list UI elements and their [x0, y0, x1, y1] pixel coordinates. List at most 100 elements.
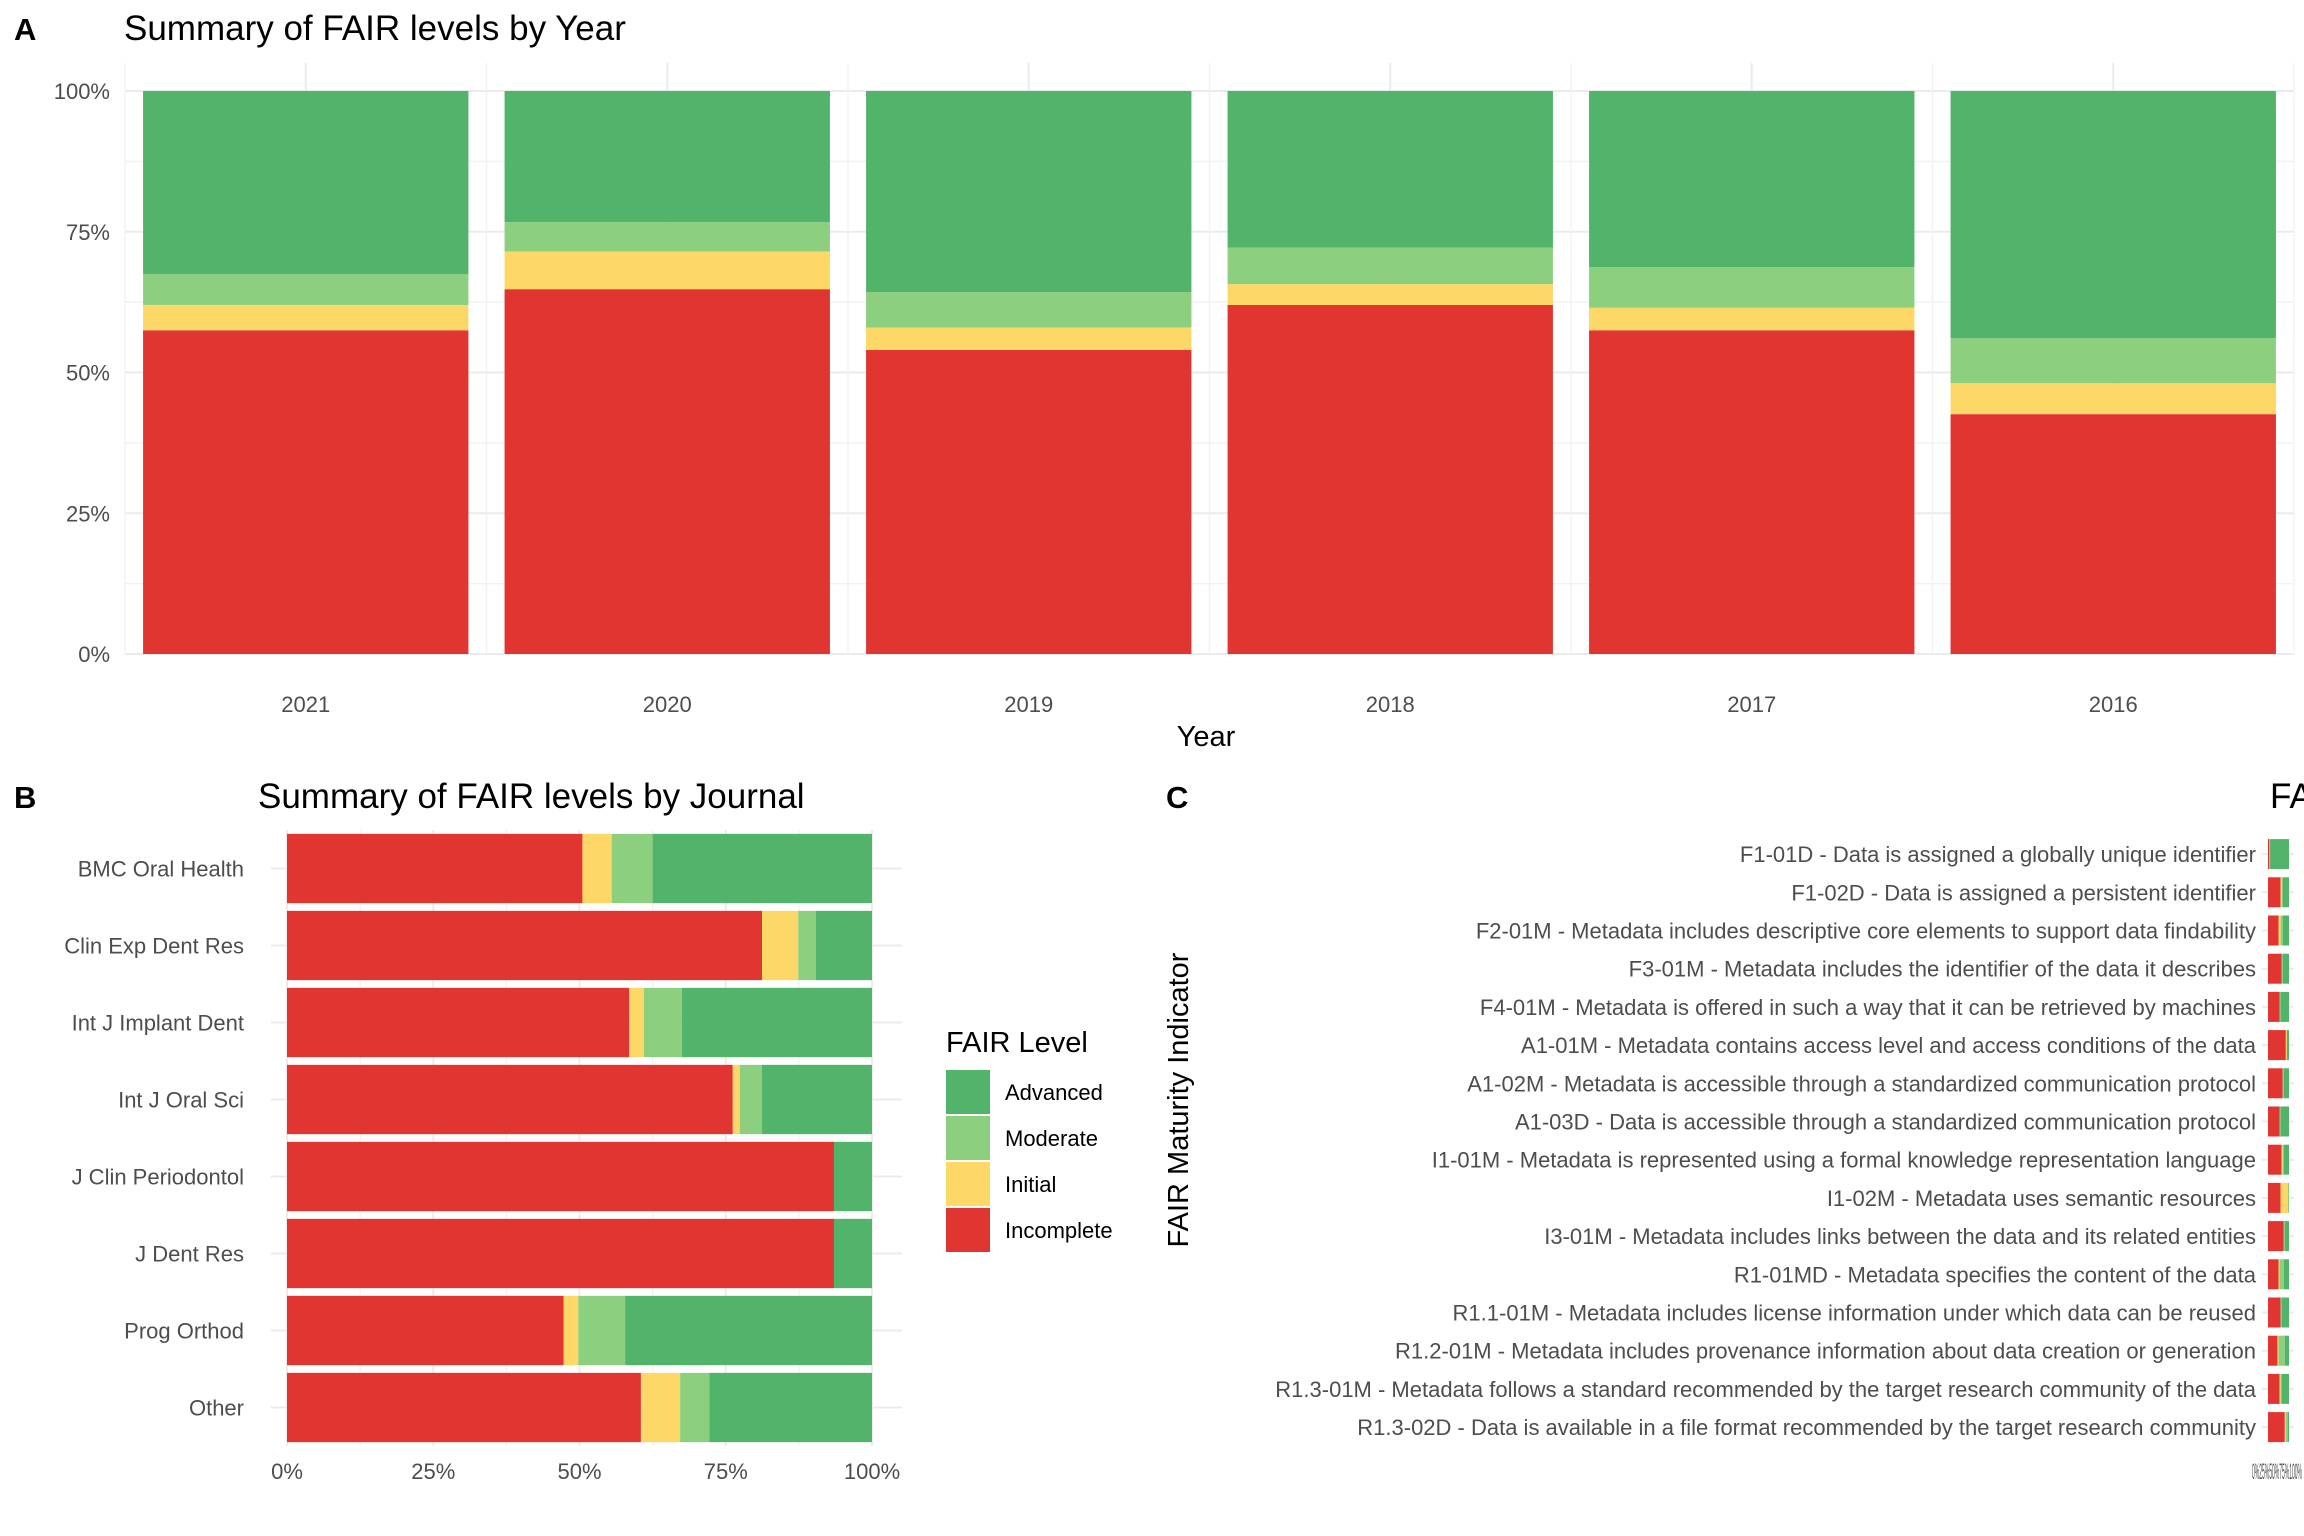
bar-segment-initial [1589, 307, 1915, 331]
x-tick-label: 2019 [1004, 692, 1053, 717]
bar-segment-advanced [2283, 1068, 2289, 1099]
bar-segment-moderate [2279, 991, 2281, 1022]
bar-segment-advanced [2286, 1030, 2289, 1061]
bar-segment-incomplete [2268, 1297, 2281, 1328]
x-tick-label: 25% [411, 1459, 455, 1484]
bar-segment-initial [2285, 1030, 2287, 1061]
y-tick-label: F3-01M - Metadata includes the identifie… [1629, 957, 2256, 982]
bar-segment-moderate [1950, 338, 2276, 384]
bar-segment-moderate [2279, 1106, 2281, 1137]
bar-segment-incomplete [287, 1295, 564, 1366]
bar-segment-incomplete [2268, 1221, 2284, 1252]
bar-segment-moderate [643, 987, 682, 1058]
bar-segment-advanced [2282, 877, 2289, 908]
bar-segment-initial [2278, 915, 2281, 946]
bar-segment-initial [866, 327, 1192, 350]
bar-segment-initial [640, 1372, 681, 1443]
x-tick-label: 2016 [2089, 692, 2138, 717]
bar-segment-advanced [2284, 1221, 2289, 1252]
bar-segment-moderate [2283, 1221, 2285, 1252]
panel-a-title: Summary of FAIR levels by Year [124, 9, 626, 48]
bar-segment-incomplete [1227, 304, 1553, 654]
panel-letter-a: A [14, 12, 36, 47]
bar-segment-moderate [2280, 1373, 2282, 1404]
bar-segment-advanced [2270, 839, 2289, 870]
bar-segment-incomplete [2268, 1030, 2286, 1061]
bar-segment-incomplete [287, 910, 763, 981]
bar-segment-moderate [739, 1064, 763, 1135]
y-tick-label: 50% [66, 361, 110, 386]
x-tick-label: 0% [271, 1459, 303, 1484]
bar-segment-incomplete [287, 1218, 834, 1289]
y-tick-label: A1-03D - Data is accessible through a st… [1515, 1110, 2256, 1135]
x-tick-labels-overlapping: 0%25%50%75%100% [2252, 1459, 2302, 1484]
bar-segment-moderate [578, 1295, 626, 1366]
bar-segment-moderate [1589, 267, 1915, 308]
bar-segment-moderate [2278, 1335, 2285, 1366]
y-tick-label: F4-01M - Metadata is offered in such a w… [1480, 995, 2256, 1020]
bar-segment-incomplete [2268, 1373, 2280, 1404]
bar-segment-initial [582, 833, 612, 904]
y-tick-label: 25% [66, 501, 110, 526]
bar-segment-moderate [2280, 1297, 2282, 1328]
panel-c-chart: F1-01D - Data is assigned a globally uni… [1275, 839, 2302, 1484]
x-tick-label: 100% [844, 1459, 900, 1484]
x-tick-label: 2018 [1366, 692, 1415, 717]
y-tick-label: I1-01M - Metadata is represented using a… [1432, 1148, 2256, 1173]
bar-segment-incomplete [2268, 877, 2281, 908]
legend-label-incomplete: Incomplete [1005, 1218, 1113, 1243]
legend-label-advanced: Advanced [1005, 1080, 1103, 1105]
bar-segment-advanced [2284, 1335, 2289, 1366]
panel-a-chart: 0% 25% 50% 75% 100% 2021 2020 2019 2018 2017 2016 [54, 63, 2295, 717]
bar-segment-moderate [611, 833, 653, 904]
bar-segment-incomplete [2268, 1144, 2282, 1175]
bar-segment-advanced [2280, 1106, 2289, 1137]
bar-segment-incomplete [2268, 839, 2270, 870]
x-tick-label: 2020 [643, 692, 692, 717]
bar-segment-moderate [2281, 877, 2283, 908]
bar-segment-advanced [2283, 1259, 2289, 1290]
bar-segment-moderate [2281, 953, 2283, 984]
panel-c-title: FA [2270, 777, 2304, 816]
panel-b-chart: 0% 25% 50% 75% 100% BMC Oral Health Clin Exp D… [64, 830, 902, 1484]
panel-letter-b: B [14, 780, 36, 815]
bar-segment-incomplete [2268, 1106, 2280, 1137]
bar-segment-moderate [798, 910, 816, 981]
bar-segment-incomplete [2268, 1182, 2281, 1213]
bar-segment-incomplete [504, 289, 830, 654]
panel-c-y-axis-title: FAIR Maturity Indicator [1163, 952, 1195, 1247]
bar-segment-incomplete [287, 987, 630, 1058]
bar-segment-moderate [143, 273, 469, 305]
y-tick-label: A1-02M - Metadata is accessible through … [1467, 1071, 2256, 1096]
bar-segment-incomplete [287, 1141, 834, 1212]
y-tick-label: 75% [66, 220, 110, 245]
bar-segment-incomplete [287, 1372, 641, 1443]
bar-segment-initial [563, 1295, 579, 1366]
bar-segment-initial [732, 1064, 740, 1135]
legend-swatch-initial [946, 1162, 990, 1206]
bar-segment-advanced [681, 987, 872, 1058]
legend-label-moderate: Moderate [1005, 1126, 1098, 1151]
bar-segment-initial [143, 304, 469, 331]
bar-segment-advanced [1227, 91, 1553, 248]
bar-segment-incomplete [1589, 330, 1915, 654]
bar-segment-moderate [2282, 1144, 2284, 1175]
bar-segment-advanced [504, 91, 830, 223]
y-tick-label: R1-01MD - Metadata specifies the content… [1734, 1262, 2257, 1287]
y-tick-label: Int J Oral Sci [118, 1088, 244, 1113]
bar-segment-initial [2281, 1144, 2283, 1175]
bar-segment-advanced [2281, 1373, 2289, 1404]
bar-segment-initial [504, 251, 830, 290]
bar-segment-initial [2280, 877, 2282, 908]
legend-label-initial: Initial [1005, 1172, 1056, 1197]
y-tick-label: I3-01M - Metadata includes links between… [1544, 1224, 2256, 1249]
bar-segment-incomplete [143, 330, 469, 654]
bar-segment-moderate [866, 291, 1192, 328]
y-tick-label: J Dent Res [135, 1242, 244, 1267]
x-tick-label: 2021 [281, 692, 330, 717]
legend-swatch-moderate [946, 1116, 990, 1160]
bar-segment-initial [2280, 1182, 2288, 1213]
y-tick-label: BMC Oral Health [78, 857, 244, 882]
bar-segment-advanced [1950, 91, 2276, 339]
